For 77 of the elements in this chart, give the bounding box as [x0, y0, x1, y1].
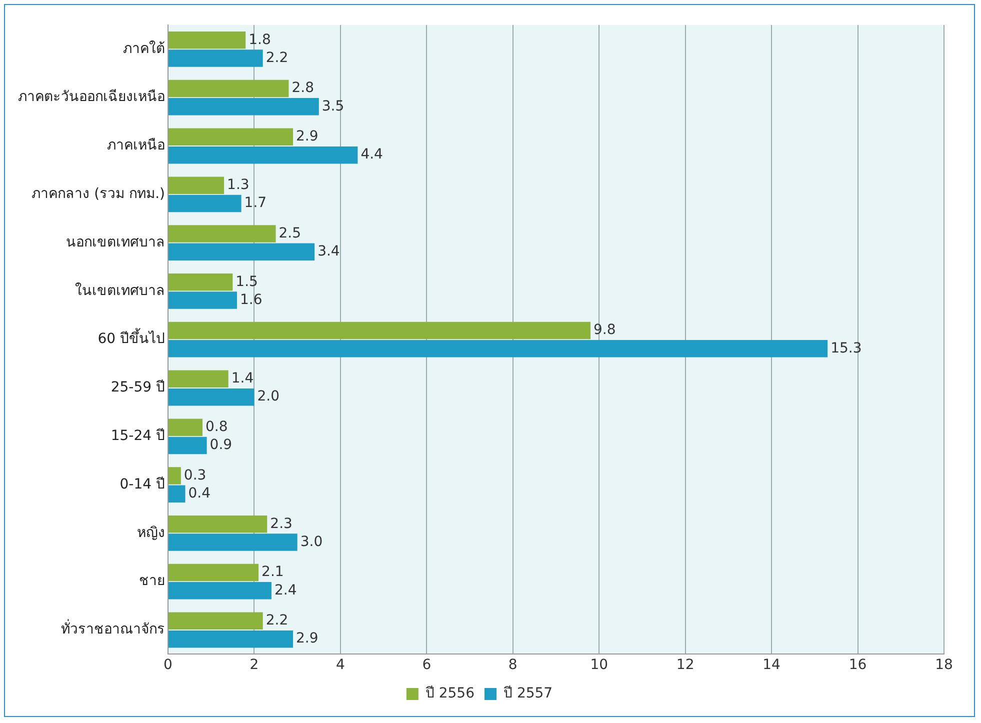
- y-tick-label: 0-14 ปี: [120, 476, 165, 492]
- data-label: 2.8: [292, 80, 314, 96]
- bar: [168, 436, 207, 454]
- bar: [168, 485, 186, 502]
- bar: [168, 128, 294, 146]
- y-tick-label: 60 ปีขึ้นไป: [98, 328, 165, 348]
- bar: [168, 274, 233, 291]
- y-tick-label: ภาคใต้: [123, 40, 165, 57]
- x-tick-label: 14: [762, 657, 781, 674]
- x-tick-label: 0: [164, 657, 172, 674]
- data-label: 2.1: [262, 564, 284, 580]
- y-tick-label: ในเขตเทศบาล: [75, 282, 165, 299]
- data-label: 0.3: [184, 467, 206, 484]
- bar: [168, 146, 358, 164]
- legend-label: ปี 2556: [425, 686, 475, 702]
- bar: [168, 50, 263, 67]
- x-tick-label: 18: [935, 657, 953, 674]
- data-label: 2.9: [296, 630, 318, 647]
- bar: [168, 388, 254, 406]
- bar: [168, 564, 259, 582]
- legend-label: ปี 2557: [504, 686, 553, 702]
- data-label: 1.8: [248, 32, 271, 48]
- bar: [168, 176, 224, 194]
- bar: [168, 340, 828, 358]
- bar: [168, 292, 237, 309]
- data-label: 9.8: [593, 322, 616, 338]
- data-label: 2.4: [274, 582, 297, 598]
- y-tick-label: ชาย: [139, 573, 165, 590]
- x-tick-label: 2: [250, 657, 259, 674]
- data-label: 2.9: [296, 128, 318, 145]
- bar: [168, 98, 319, 116]
- y-tick-label: ภาคกลาง (รวม กทม.): [32, 186, 165, 202]
- data-label: 3.5: [322, 98, 344, 114]
- data-label: 2.2: [266, 50, 288, 66]
- y-tick-label: 25-59 ปี: [110, 380, 165, 396]
- data-label: 1.7: [244, 195, 267, 212]
- data-label: 3.4: [318, 244, 340, 260]
- y-tick-label: หญิง: [137, 524, 165, 541]
- x-tick-label: 4: [336, 657, 345, 674]
- bar: [168, 418, 202, 436]
- x-tick-label: 8: [508, 657, 518, 674]
- y-tick-label: นอกเขตเทศบาล: [66, 234, 165, 250]
- data-label: 2.0: [257, 388, 280, 405]
- x-tick-label: 12: [676, 657, 694, 674]
- data-label: 1.4: [231, 370, 254, 387]
- bar: [168, 612, 263, 630]
- data-label: 1.5: [236, 274, 258, 290]
- y-tick-label: 15-24 ปี: [110, 428, 165, 444]
- bar: [168, 225, 276, 242]
- bar: [168, 516, 268, 533]
- data-label: 0.9: [210, 437, 232, 454]
- y-tick-label: ทั่วราชอาณาจักร: [61, 620, 165, 638]
- bar: [168, 80, 289, 98]
- bar: [168, 370, 228, 388]
- data-label: 15.3: [830, 340, 862, 356]
- bar: [168, 582, 272, 600]
- data-label: 1.6: [240, 292, 262, 308]
- x-tick-label: 6: [422, 657, 432, 674]
- data-label: 2.2: [266, 612, 288, 629]
- bar: [168, 630, 294, 648]
- data-label: 4.4: [360, 146, 384, 163]
- data-label: 2.3: [270, 516, 292, 532]
- data-label: 0.8: [205, 418, 228, 435]
- bar: [168, 322, 590, 340]
- x-tick-label: 10: [590, 657, 608, 674]
- x-tick-label: 16: [848, 657, 867, 674]
- bar: [168, 534, 298, 551]
- bar: [168, 243, 315, 260]
- bar: [168, 194, 242, 212]
- data-label: 2.5: [278, 225, 302, 242]
- y-tick-label: ภาคเหนือ: [107, 138, 165, 154]
- y-tick-label: ภาคตะวันออกเฉียงเหนือ: [18, 89, 165, 106]
- data-label: 0.4: [188, 486, 211, 502]
- bar: [168, 467, 181, 484]
- bar: [168, 32, 246, 49]
- data-label: 3.0: [300, 534, 323, 550]
- data-label: 1.3: [227, 176, 250, 193]
